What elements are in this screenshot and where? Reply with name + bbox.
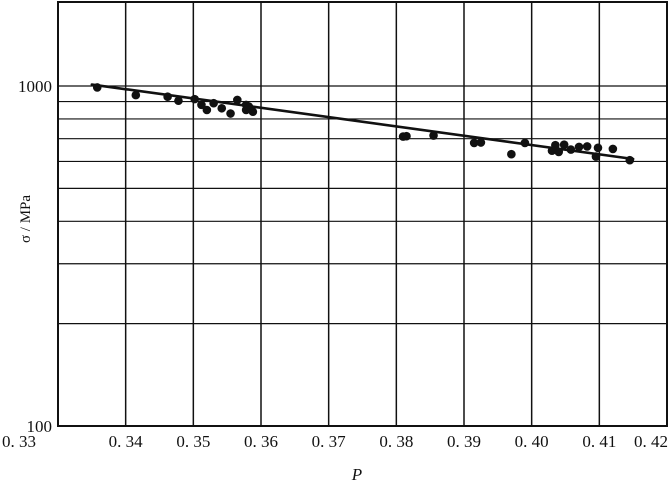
data-point [197, 100, 206, 110]
data-point [248, 107, 258, 117]
data-point [226, 109, 235, 118]
data-point [217, 103, 227, 113]
x-tick-label: 0. 40 [515, 432, 549, 451]
data-point [174, 96, 183, 106]
plot-frame [57, 1, 668, 427]
x-tick-label: 0. 37 [312, 432, 347, 451]
data-point [566, 145, 576, 154]
points-layer [92, 83, 635, 165]
data-point [559, 140, 569, 149]
y-axis-title: σ / MPa [18, 195, 34, 243]
x-tick-label: 0. 42 [634, 432, 668, 451]
data-point [190, 94, 199, 104]
data-point [92, 83, 102, 92]
fit-line-layer [90, 83, 635, 161]
grid-layer [58, 2, 667, 426]
x-tick-label: 0. 33 [2, 432, 36, 451]
data-point [582, 142, 592, 151]
x-tick-label: 0. 35 [176, 432, 210, 451]
data-point [402, 131, 411, 141]
data-point [507, 149, 516, 159]
x-tick-label: 0. 36 [244, 432, 278, 451]
y-tick-label: 1000 [18, 77, 52, 96]
data-point [520, 138, 530, 148]
data-point [429, 131, 438, 140]
data-point [593, 143, 603, 153]
data-point [209, 98, 218, 108]
x-axis-title: P [351, 465, 362, 484]
data-point [625, 155, 635, 165]
data-point [554, 147, 564, 157]
data-point [163, 92, 172, 102]
data-point [131, 90, 141, 100]
data-point [469, 138, 479, 148]
x-tick-label: 0. 38 [379, 432, 413, 451]
data-point [591, 152, 601, 161]
x-tick-label: 0. 41 [582, 432, 616, 451]
x-tick-label: 0. 39 [447, 432, 481, 451]
data-point [551, 140, 560, 150]
data-point [202, 105, 212, 115]
y-tick-label: 100 [27, 417, 53, 436]
x-tick-label: 0. 34 [109, 432, 144, 451]
fit-line [90, 83, 635, 161]
data-point [233, 95, 242, 105]
data-point [476, 138, 486, 147]
data-point [574, 142, 584, 152]
data-point [608, 144, 618, 154]
y-tick-labels: 100 1000 [18, 77, 52, 436]
x-tick-labels: 0. 33 0. 34 0. 35 0. 36 0. 37 0. 38 0. 39 0. 40… [2, 432, 668, 451]
